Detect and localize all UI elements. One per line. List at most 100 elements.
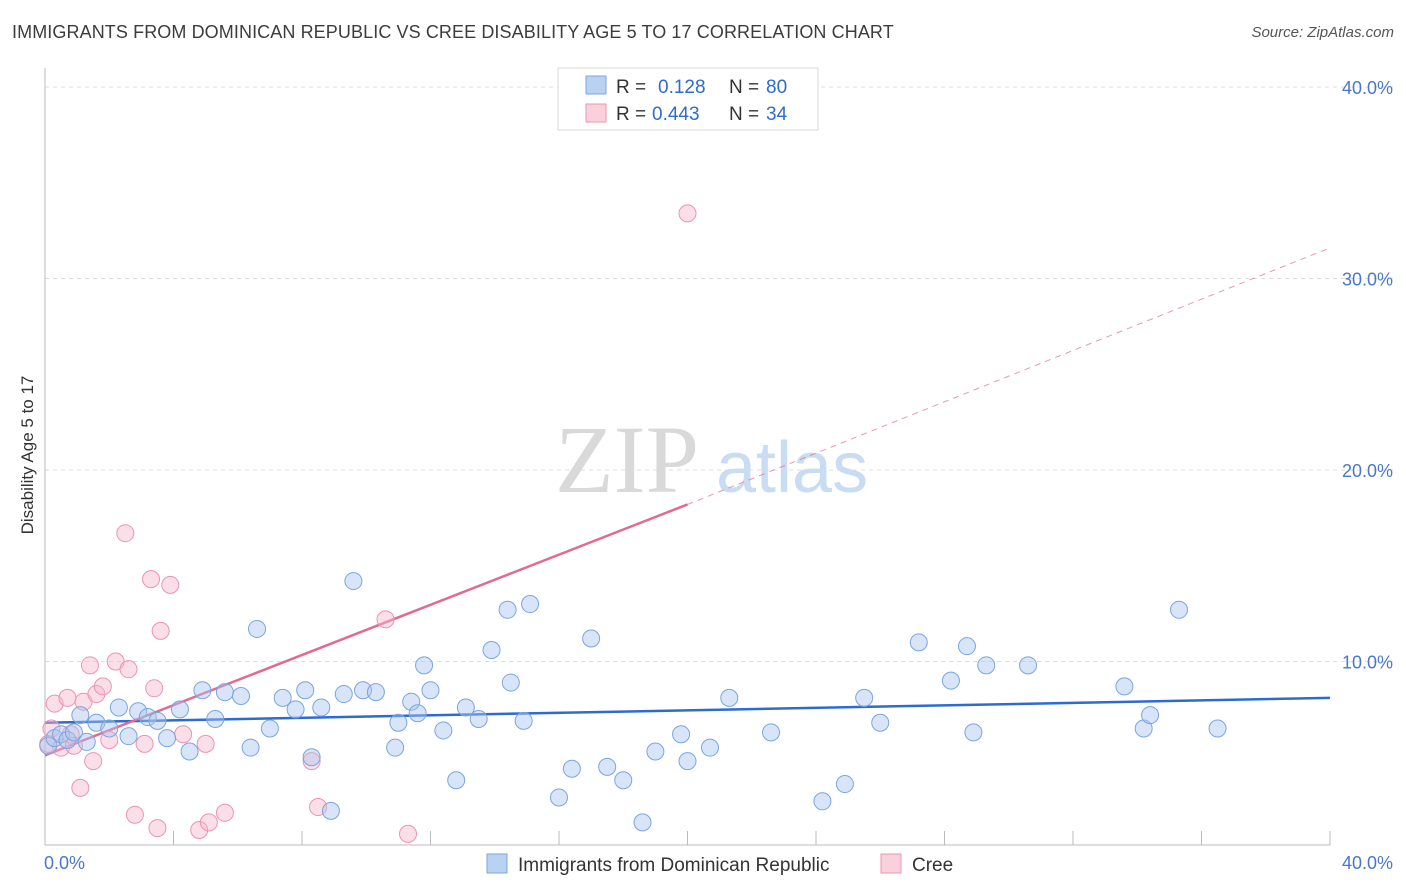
grid-lines — [45, 86, 1395, 662]
point-dominican — [260, 719, 279, 738]
point-dominican — [482, 641, 501, 660]
chart-title: IMMIGRANTS FROM DOMINICAN REPUBLIC VS CR… — [12, 22, 894, 42]
point-cree — [151, 621, 170, 640]
point-dominican — [447, 771, 466, 790]
point-dominican — [402, 692, 421, 711]
y-tick-label: 20.0% — [1342, 461, 1393, 481]
point-dominican — [421, 681, 440, 700]
point-dominican — [469, 709, 488, 728]
axes — [44, 68, 1331, 846]
point-dominican — [598, 757, 617, 776]
point-dominican — [909, 633, 928, 652]
point-dominican — [180, 742, 199, 761]
bottom-legend-series2: Cree — [912, 855, 953, 876]
point-dominican — [871, 713, 890, 732]
point-dominican — [582, 629, 601, 648]
point-dominican — [119, 727, 138, 746]
bottom-legend-series1: Immigrants from Dominican Republic — [518, 855, 830, 876]
point-dominican — [296, 681, 315, 700]
point-dominican — [762, 723, 781, 742]
point-dominican — [498, 600, 517, 619]
point-cree — [135, 734, 154, 753]
point-dominican — [1019, 656, 1038, 675]
bottom-legend-swatch-pink — [880, 853, 902, 874]
point-dominican — [286, 700, 305, 719]
point-dominican — [248, 619, 267, 638]
point-cree — [119, 660, 138, 679]
point-dominican — [344, 572, 363, 591]
point-dominican — [678, 752, 697, 771]
point-cree — [174, 725, 193, 744]
point-dominican — [129, 702, 148, 721]
point-dominican — [434, 721, 453, 740]
point-cree — [42, 719, 61, 738]
point-dominican — [957, 637, 976, 656]
legend-r-label-1: R = — [616, 77, 646, 98]
x-tick-label-min: 0.0% — [44, 853, 85, 873]
y-tick-label: 10.0% — [1342, 653, 1393, 673]
point-dominican — [302, 748, 321, 767]
point-dominican — [550, 788, 568, 807]
point-dominican — [672, 725, 691, 744]
point-dominican — [366, 683, 385, 702]
legend-swatch-pink — [585, 103, 607, 123]
bottom-legend: Immigrants from Dominican Republic Cree — [486, 853, 953, 876]
point-dominican — [215, 683, 234, 702]
point-dominican — [77, 732, 96, 751]
point-dominican — [193, 681, 212, 700]
legend-n-value-1: 80 — [766, 77, 787, 98]
point-dominican — [977, 656, 996, 675]
point-dominican — [64, 723, 83, 742]
point-cree — [93, 677, 112, 696]
point-dominican — [700, 738, 719, 757]
watermark: ZIP atlas — [555, 406, 868, 513]
trend-line-cree — [44, 503, 688, 757]
point-cree — [87, 685, 106, 704]
bottom-legend-swatch-blue — [486, 853, 508, 874]
point-cree — [190, 821, 209, 840]
point-dominican — [321, 801, 340, 820]
point-dominican — [100, 719, 119, 738]
point-dominican — [941, 671, 960, 690]
trend-line-dominican — [44, 696, 1331, 725]
point-dominican — [148, 711, 167, 730]
point-cree — [376, 610, 395, 629]
point-dominican — [415, 656, 434, 675]
point-cree — [71, 778, 90, 797]
point-dominican — [646, 742, 665, 761]
point-cree — [302, 752, 321, 771]
chart-source: Source: ZipAtlas.com — [1251, 24, 1394, 41]
y-axis-label: Disability Age 5 to 17 — [18, 376, 37, 535]
point-cree — [80, 656, 99, 675]
point-dominican — [964, 723, 983, 742]
point-cree — [145, 679, 164, 698]
point-dominican — [158, 729, 177, 748]
point-cree — [678, 204, 697, 223]
legend-r-value-2: 0.443 — [652, 104, 700, 125]
legend-swatch-blue — [585, 75, 607, 95]
point-dominican — [1208, 719, 1227, 738]
point-dominican — [408, 704, 427, 723]
point-cree — [161, 575, 180, 594]
point-dominican — [241, 738, 260, 757]
point-cree — [116, 524, 135, 543]
point-dominican — [206, 709, 225, 728]
point-dominican — [633, 813, 652, 832]
data-points — [39, 204, 1227, 843]
point-dominican — [273, 688, 292, 707]
point-dominican — [521, 595, 540, 614]
y-tick-label: 40.0% — [1342, 78, 1393, 98]
point-dominican — [312, 698, 331, 717]
watermark-atlas: atlas — [716, 428, 868, 508]
point-dominican — [58, 731, 77, 750]
x-tick-label-max: 40.0% — [1342, 853, 1393, 873]
legend-r-value-1: 0.128 — [658, 77, 706, 98]
point-cree — [148, 819, 167, 838]
watermark-zip: ZIP — [555, 406, 699, 513]
point-cree — [58, 688, 77, 707]
point-dominican — [514, 711, 533, 730]
point-dominican — [855, 688, 874, 707]
point-cree — [125, 805, 144, 824]
y-tick-label: 30.0% — [1342, 270, 1393, 290]
